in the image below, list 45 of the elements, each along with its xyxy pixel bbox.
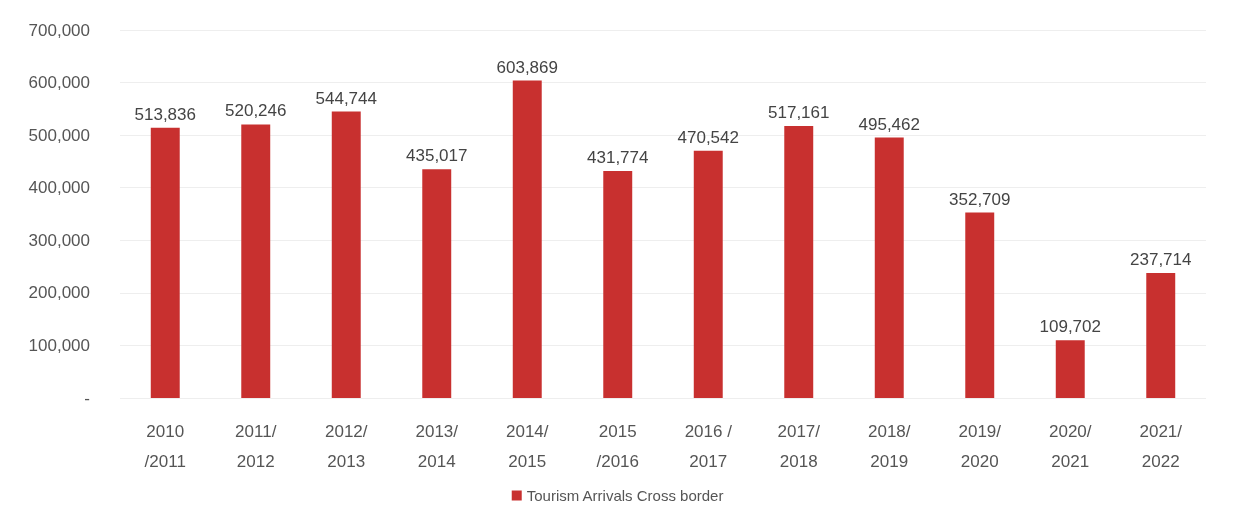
y-tick-label: 500,000 (28, 125, 90, 145)
data-label: 513,836 (134, 104, 196, 124)
x-tick-label: 2019/ 2020 (958, 421, 1002, 471)
x-tick-label: 2020/ 2021 (1048, 421, 1092, 471)
bar (693, 150, 723, 398)
x-tick-label: 2016 / 2017 (684, 421, 733, 471)
data-label: 603,869 (496, 57, 558, 77)
bar (784, 126, 814, 398)
bar (603, 171, 633, 398)
data-label: 517,161 (768, 103, 830, 123)
data-label: 352,709 (949, 189, 1011, 209)
bar (422, 169, 452, 398)
data-label: 544,744 (315, 88, 377, 108)
data-label: 495,462 (858, 114, 920, 134)
data-label: 237,714 (1130, 250, 1192, 270)
x-tick-label: 2018/ 2019 (867, 421, 911, 471)
bar (150, 127, 180, 398)
data-label: 520,246 (225, 101, 287, 121)
x-tick-label: 2011/ 2012 (235, 421, 277, 471)
bar (241, 124, 271, 398)
bar (874, 137, 904, 398)
x-tick-label: 2010 /2011 (144, 421, 186, 471)
x-tick-label: 2012/ 2013 (324, 421, 368, 471)
bar (1055, 340, 1085, 398)
y-tick-label: 400,000 (28, 178, 90, 198)
y-tick-label: 700,000 (28, 20, 90, 40)
data-label: 435,017 (406, 146, 468, 166)
y-tick-label: 100,000 (28, 335, 90, 355)
x-tick-label: 2014/ 2015 (505, 421, 549, 471)
bar (331, 111, 361, 398)
y-tick-label: 200,000 (28, 283, 90, 303)
legend-label: Tourism Arrivals Cross border (526, 487, 724, 504)
y-tick-label: 600,000 (28, 73, 90, 93)
y-tick-label: 300,000 (28, 230, 90, 250)
bar (1146, 273, 1176, 398)
bar (965, 212, 995, 398)
data-label: 470,542 (677, 127, 739, 147)
x-tick-label: 2017/ 2018 (777, 421, 821, 471)
x-tick-label: 2013/ 2014 (415, 421, 459, 471)
x-tick-label: 2015 /2016 (596, 421, 640, 471)
data-label: 109,702 (1039, 317, 1101, 337)
x-tick-label: 2021/ 2022 (1139, 421, 1183, 471)
y-tick-label: - (84, 388, 90, 408)
bar (512, 80, 542, 398)
data-label: 431,774 (587, 148, 649, 168)
